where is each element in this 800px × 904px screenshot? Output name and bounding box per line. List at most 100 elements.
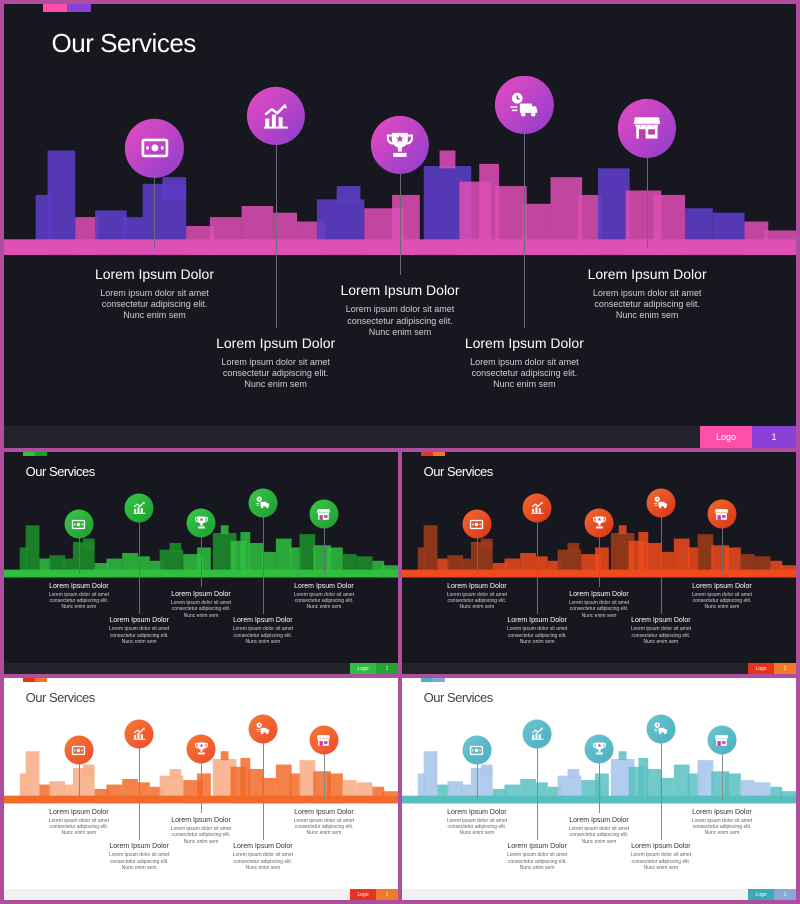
connector-line: [537, 507, 539, 615]
skyline-building: [673, 538, 690, 578]
skyline-building: [479, 163, 499, 255]
service-icon-circle: [125, 119, 184, 178]
money-icon: [72, 519, 86, 529]
service-heading: Lorem Ipsum Dolor: [464, 334, 584, 351]
service-heading: Lorem Ipsum Dolor: [109, 843, 169, 851]
service-item: Lorem Ipsum Dolor Lorem ipsum dolor sit a…: [587, 266, 707, 322]
bar-chart-icon: [263, 103, 288, 129]
slide-footer: [4, 889, 398, 900]
skyline-building: [289, 547, 302, 578]
connector-line: [537, 733, 539, 841]
service-description: Lorem ipsum dolor sit amet consectetur a…: [108, 852, 170, 871]
service-description: Lorem ipsum dolor sit amet consectetur a…: [293, 817, 355, 837]
service-icon-circle: [309, 499, 339, 529]
shop-icon: [317, 508, 331, 520]
service-heading: Lorem Ipsum Dolor: [631, 617, 691, 625]
service-item: Lorem Ipsum Dolor Lorem ipsum dolor sit a…: [107, 843, 171, 871]
skyline-building: [697, 534, 714, 578]
page-number: 1: [376, 889, 398, 900]
corner-tag: [35, 678, 47, 682]
connector-line: [154, 148, 156, 249]
skyline-building: [19, 547, 28, 577]
connector-line: [400, 145, 401, 275]
service-heading: Lorem Ipsum Dolor: [692, 808, 752, 816]
skyline-building: [567, 769, 580, 778]
skyline-building: [82, 764, 95, 776]
service-icon-circle: [124, 493, 154, 523]
skyline-building: [770, 786, 783, 804]
skyline-building: [687, 773, 700, 804]
connector-line: [599, 748, 600, 814]
service-icon-circle: [707, 499, 737, 529]
delivery-truck-icon: [511, 93, 538, 117]
service-item: Lorem Ipsum Dolor Lorem ipsum dolor sit a…: [47, 809, 111, 837]
skyline-building: [697, 760, 714, 804]
service-item: Lorem Ipsum Dolor Lorem ipsum dolor sit a…: [690, 583, 754, 611]
service-icon-circle: [186, 508, 216, 538]
service-description: Lorem ipsum dolor sit amet consectetur a…: [568, 826, 630, 845]
skyline-building: [470, 767, 493, 804]
footer-logo: Logo: [700, 426, 752, 448]
service-icon-circle: [495, 76, 554, 135]
skyline-building: [299, 534, 316, 578]
service-item: Lorem Ipsum Dolor Lorem ipsum dolor sit a…: [107, 617, 171, 645]
skyline-building: [137, 782, 150, 804]
corner-tag: [433, 452, 445, 456]
slide-title: Our Services: [423, 464, 494, 480]
slide-2[interactable]: Our Services Lorem Ipsum Dolor Lorem ipsum…: [4, 452, 398, 674]
service-heading: Lorem Ipsum Dolor: [447, 582, 507, 590]
skyline-building: [480, 764, 493, 776]
service-description: Lorem ipsum dolor sit amet consectetur a…: [506, 626, 568, 645]
connector-line: [262, 728, 264, 841]
skyline-building: [646, 769, 663, 804]
service-icon-circle: [707, 725, 737, 755]
skyline-building: [220, 525, 229, 535]
corner-tag: [433, 678, 445, 682]
corner-tag: [421, 452, 433, 456]
service-item: Lorem Ipsum Dolor Lorem ipsum dolor sit a…: [445, 809, 509, 837]
service-description: Lorem ipsum dolor sit amet consectetur a…: [170, 826, 232, 845]
service-item: Lorem Ipsum Dolor Lorem ipsum dolor sit a…: [231, 617, 295, 645]
service-item: Lorem Ipsum Dolor Lorem ipsum dolor sit a…: [629, 843, 693, 871]
service-heading: Lorem Ipsum Dolor: [507, 843, 567, 851]
skyline-building: [220, 751, 229, 761]
skyline-building: [313, 545, 332, 578]
service-description: Lorem ipsum dolor sit amet consectetur a…: [691, 591, 753, 611]
trophy-icon: [592, 742, 606, 755]
skyline-building: [372, 560, 385, 578]
shop-icon: [715, 734, 729, 746]
bar-chart-icon: [133, 501, 146, 515]
service-description: Lorem ipsum dolor sit amet consectetur a…: [446, 817, 508, 837]
delivery-truck-icon: [256, 496, 270, 509]
service-description: Lorem ipsum dolor sit amet consectetur a…: [221, 356, 330, 390]
trophy-icon: [386, 133, 414, 158]
service-icon-circle: [617, 99, 677, 158]
service-description: Lorem ipsum dolor sit amet consectetur a…: [108, 626, 170, 645]
service-icon-circle: [462, 735, 492, 765]
skyline-building: [39, 784, 52, 804]
skyline-building: [289, 773, 302, 804]
service-heading: Lorem Ipsum Dolor: [340, 282, 460, 299]
slide-5[interactable]: Our Services Lorem Ipsum Dolor Lorem ipsum…: [402, 678, 796, 900]
skyline-building: [535, 556, 548, 578]
service-icon-circle: [309, 725, 339, 755]
skyline-building: [299, 760, 316, 804]
service-description: Lorem ipsum dolor sit amet consectetur a…: [170, 600, 232, 619]
slide-4[interactable]: Our Services Lorem Ipsum Dolor Lorem ipsum…: [4, 678, 398, 900]
shop-icon: [317, 734, 331, 746]
skyline-building: [711, 771, 730, 804]
slide-3[interactable]: Our Services Lorem Ipsum Dolor Lorem ipsum…: [402, 452, 796, 674]
corner-tag: [421, 678, 433, 682]
footer-logo: Logo: [748, 889, 774, 900]
service-item: Lorem Ipsum Dolor Lorem ipsum dolor sit a…: [505, 843, 569, 871]
service-item: Lorem Ipsum Dolor Lorem ipsum dolor sit a…: [690, 809, 754, 837]
skyline-building: [567, 543, 580, 552]
service-icon-circle: [584, 508, 614, 538]
skyline-building: [275, 764, 292, 804]
slide-1[interactable]: Our Services Lorem Ipsum Dolor Lorem ipsum…: [4, 4, 796, 448]
service-icon-circle: [522, 493, 552, 523]
skyline-building: [240, 757, 251, 804]
skyline-building: [169, 543, 182, 552]
connector-line: [201, 748, 202, 814]
skyline-building: [72, 767, 95, 804]
